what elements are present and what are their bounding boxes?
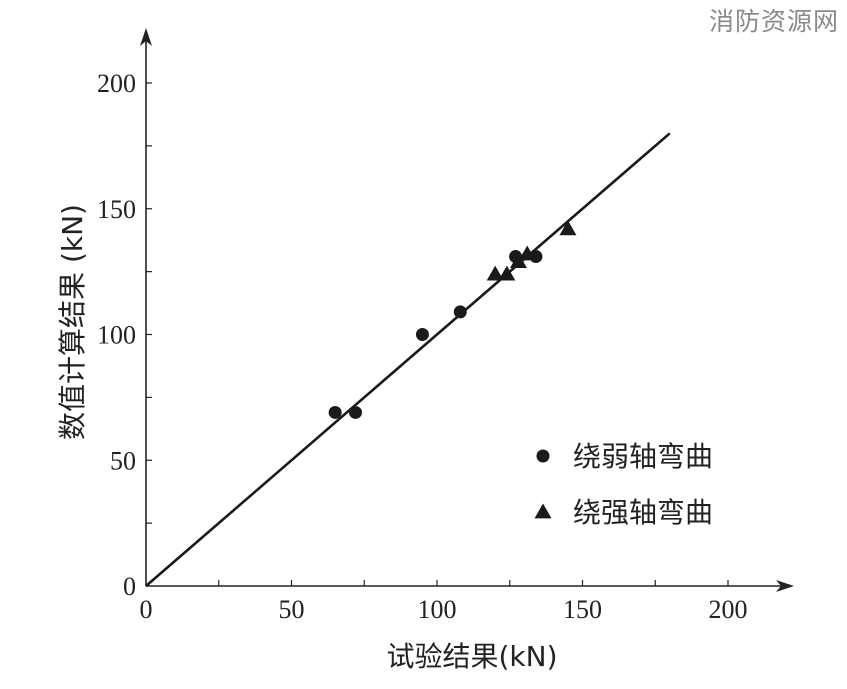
reference-line: [145, 132, 671, 587]
legend-marker: [534, 503, 552, 519]
axes: [140, 28, 794, 592]
triangle-data-point: [518, 245, 536, 261]
circle-data-point: [349, 405, 363, 419]
reference-line-group: [145, 132, 671, 587]
x-axis-title: 试验结果(kN): [386, 640, 557, 673]
legend-label: 绕弱轴弯曲: [573, 440, 713, 473]
triangle-data-point: [509, 253, 527, 268]
legend-marker: [536, 449, 550, 463]
x-tick-label: 150: [563, 595, 602, 624]
circle-data-point: [415, 328, 429, 341]
watermark-text: 消防资源网: [708, 7, 839, 36]
y-tick-label: 0: [123, 572, 136, 601]
x-tick-label: 100: [418, 595, 457, 624]
y-tick-label: 150: [97, 195, 136, 224]
y-tick-label: 50: [110, 446, 136, 475]
x-tick-label: 50: [279, 595, 305, 624]
circle-data-point: [453, 305, 467, 319]
y-tick-label: 100: [97, 321, 136, 350]
y-tick-label: 200: [97, 69, 136, 98]
y-axis-title: 数值计算结果 (kN): [56, 204, 89, 440]
y-axis-arrow: [140, 28, 152, 46]
data-points: [328, 220, 577, 419]
circle-data-point: [328, 405, 342, 419]
axis-ticks: 0 50 100 150 200 0 50 100 150 200: [97, 69, 748, 624]
legend-label: 绕强轴弯曲: [573, 496, 713, 529]
triangle-data-point: [486, 265, 504, 281]
triangle-data-point: [559, 220, 577, 236]
x-tick-label: 200: [709, 595, 748, 624]
x-axis-arrow: [776, 580, 794, 592]
triangle-data-point: [498, 265, 516, 281]
x-tick-label: 0: [140, 595, 153, 624]
